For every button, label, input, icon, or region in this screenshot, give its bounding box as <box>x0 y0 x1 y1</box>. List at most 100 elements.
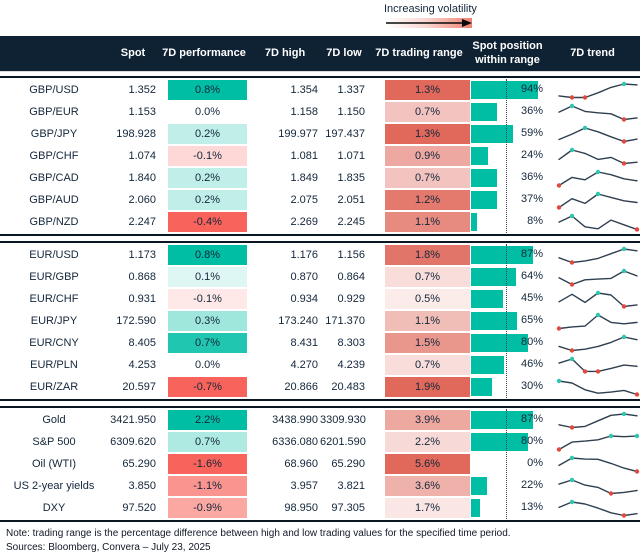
spot-position-cell: 87% <box>470 409 545 431</box>
low-value: 8.303 <box>320 337 368 349</box>
high-value: 1.158 <box>250 106 320 118</box>
spot-position-cell: 37% <box>470 189 545 211</box>
range-midline <box>506 79 507 233</box>
trend-sparkline <box>555 334 640 354</box>
trend-low-dot <box>570 425 574 429</box>
range-midline <box>506 244 507 398</box>
trading-range-cell: 2.2% <box>368 431 470 453</box>
spot-position-bar <box>471 290 503 308</box>
spot-position-value: 36% <box>521 105 543 117</box>
header-7d-high: 7D high <box>250 45 320 62</box>
trend-cell <box>545 333 640 354</box>
spot-value: 20.597 <box>108 381 158 393</box>
trend-low-dot <box>557 326 561 330</box>
spot-position-cell: 64% <box>470 266 545 288</box>
trend-cell <box>545 498 640 519</box>
instrument-name: Gold <box>0 414 108 426</box>
spot-position-cell: 36% <box>470 101 545 123</box>
high-value: 3.957 <box>250 480 320 492</box>
performance-cell: -0.1% <box>158 145 250 167</box>
trend-high-dot <box>622 246 626 250</box>
trend-cell <box>545 168 640 189</box>
spot-position-bar <box>471 147 488 165</box>
volatility-legend: Increasing volatility <box>384 3 476 28</box>
header-spot-position: Spot position within range <box>470 38 545 68</box>
low-value: 171.370 <box>320 315 368 327</box>
spot-position-value: 80% <box>521 336 543 348</box>
low-value: 1.150 <box>320 106 368 118</box>
instrument-name: S&P 500 <box>0 436 108 448</box>
trend-low-dot <box>570 95 574 99</box>
spot-value: 172.590 <box>108 315 158 327</box>
trend-high-dot <box>570 356 574 360</box>
trend-cell <box>545 102 640 123</box>
high-value: 8.431 <box>250 337 320 349</box>
performance-cell: 0.2% <box>158 189 250 211</box>
spot-position-value: 94% <box>521 83 543 95</box>
spot-position-bar <box>471 356 504 374</box>
spot-position-value: 64% <box>521 270 543 282</box>
trading-range-value: 1.1% <box>385 212 470 232</box>
performance-value: -0.7% <box>168 377 247 397</box>
performance-value: 0.7% <box>168 333 247 353</box>
low-value: 2.051 <box>320 194 368 206</box>
spot-position-value: 45% <box>521 292 543 304</box>
spot-position-cell: 45% <box>470 288 545 310</box>
low-value: 65.290 <box>320 458 368 470</box>
performance-value: -0.1% <box>168 289 247 309</box>
trend-sparkline <box>555 411 640 431</box>
performance-cell: 0.0% <box>158 101 250 123</box>
spot-value: 2.060 <box>108 194 158 206</box>
spot-value: 1.173 <box>108 249 158 261</box>
spot-value: 4.253 <box>108 359 158 371</box>
trading-range-value: 0.9% <box>385 146 470 166</box>
performance-value: 0.1% <box>168 267 247 287</box>
trading-range-cell: 1.5% <box>368 332 470 354</box>
trend-low-dot <box>622 513 626 517</box>
increasing-volatility-arrow-icon <box>386 18 472 28</box>
spot-value: 198.928 <box>108 128 158 140</box>
performance-cell: 0.1% <box>158 266 250 288</box>
high-value: 4.270 <box>250 359 320 371</box>
spot-value: 6309.620 <box>108 436 158 448</box>
trend-high-dot <box>622 268 626 272</box>
spot-position-value: 59% <box>521 127 543 139</box>
spot-position-bar <box>471 169 497 187</box>
high-value: 2.075 <box>250 194 320 206</box>
spot-position-cell: 46% <box>470 354 545 376</box>
instrument-name: GBP/AUD <box>0 194 108 206</box>
low-value: 0.929 <box>320 293 368 305</box>
trend-sparkline <box>555 246 640 266</box>
trading-range-cell: 1.8% <box>368 244 470 266</box>
performance-value: 2.2% <box>168 410 247 430</box>
trading-range-value: 1.9% <box>385 377 470 397</box>
trend-cell <box>545 245 640 266</box>
trend-sparkline <box>555 213 640 233</box>
performance-value: 0.2% <box>168 124 247 144</box>
table-header: Spot 7D performance 7D high 7D low 7D tr… <box>0 36 640 72</box>
spot-position-bar <box>471 378 492 396</box>
trading-range-value: 1.7% <box>385 498 470 518</box>
performance-cell: -0.9% <box>158 497 250 519</box>
spot-position-bar <box>471 433 528 451</box>
performance-cell: 0.3% <box>158 310 250 332</box>
instrument-name: GBP/CHF <box>0 150 108 162</box>
performance-value: 0.8% <box>168 245 247 265</box>
trend-low-dot <box>557 183 561 187</box>
trend-high-dot <box>570 103 574 107</box>
spot-value: 3.850 <box>108 480 158 492</box>
trend-sparkline <box>555 356 640 376</box>
performance-value: -0.1% <box>168 146 247 166</box>
trading-range-value: 0.7% <box>385 102 470 122</box>
header-spot: Spot <box>108 45 158 62</box>
trend-cell <box>545 146 640 167</box>
trend-low-dot <box>622 161 626 165</box>
spot-position-cell: 87% <box>470 244 545 266</box>
